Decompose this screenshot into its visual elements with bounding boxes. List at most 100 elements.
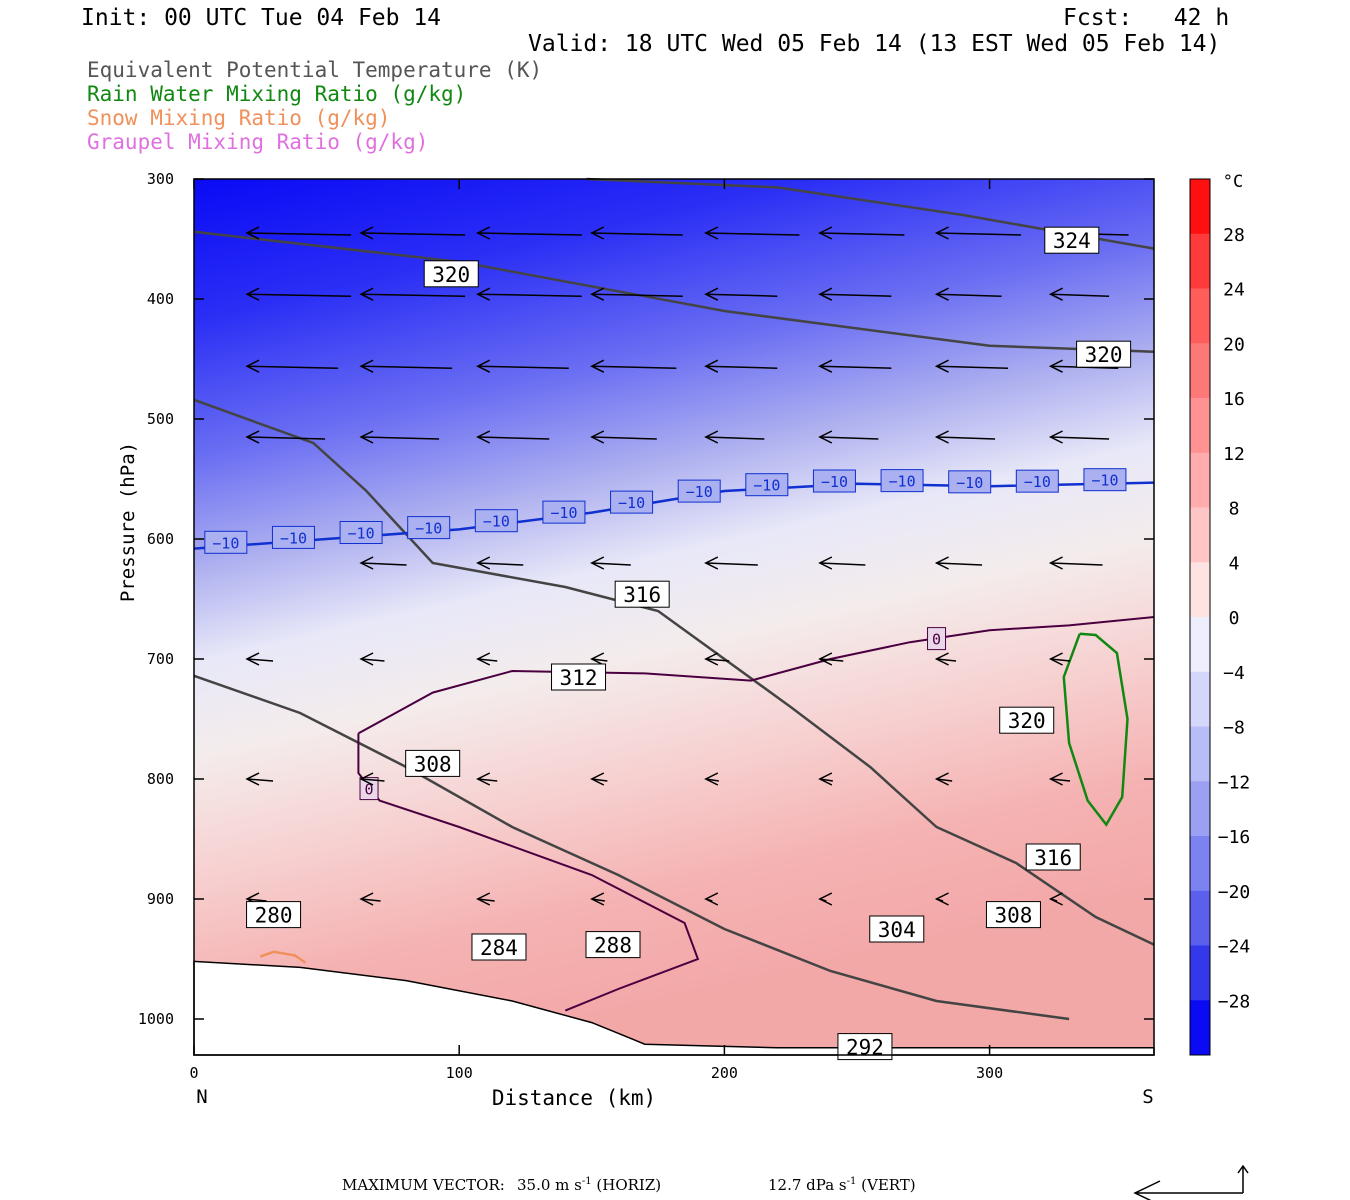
wind-vector-head: [245, 287, 260, 301]
colorbar-swatch: [1190, 288, 1210, 344]
isotherm-label-box: [948, 470, 992, 494]
wind-vector: [591, 232, 683, 236]
wind-vector-head: [590, 772, 605, 786]
colorbar-swatch: [1190, 179, 1210, 235]
max-vector-label: MAXIMUM VECTOR:: [342, 1176, 505, 1194]
valid-time: Valid: 18 UTC Wed 05 Feb 14 (13 EST Wed …: [528, 31, 1221, 57]
zero-label-box: [359, 777, 379, 801]
wind-vector-head: [818, 892, 833, 906]
theta-e-label-box: [869, 915, 925, 943]
colorbar-swatch: [1190, 398, 1210, 454]
init-time: Init: 00 UTC Tue 04 Feb 14: [81, 5, 442, 31]
wind-vector-head: [476, 359, 491, 373]
wind-vector-head: [934, 772, 949, 786]
x-tick-label: 0: [189, 1064, 198, 1082]
wind-vector-head: [590, 556, 605, 570]
colorbar-tick-label: 24: [1223, 280, 1245, 301]
wind-vector-head: [590, 652, 605, 666]
vert-exponent: -1: [846, 1176, 857, 1187]
colorbar-swatch: [1190, 343, 1210, 399]
wind-vector-head: [590, 226, 605, 240]
wind-vector-head: [704, 287, 719, 301]
wind-vector: [361, 293, 466, 297]
isotherm-label: −10: [956, 474, 983, 492]
y-tick-label: 700: [147, 650, 174, 668]
theta-e-label-box: [585, 931, 641, 959]
theta-e-label-box: [614, 580, 670, 608]
zero-label: 0: [932, 631, 941, 649]
colorbar-swatch: [1190, 617, 1210, 673]
wind-vector-head: [359, 652, 374, 666]
wind-vector: [936, 778, 953, 782]
isotherm-label-box: [1083, 468, 1127, 492]
wind-vector-head: [245, 226, 260, 240]
wind-vector: [477, 232, 582, 236]
colorbar-swatch: [1190, 836, 1210, 892]
isotherm-label: −10: [753, 477, 780, 495]
colorbar-tick-label: 4: [1229, 553, 1240, 574]
wind-vector-head: [934, 892, 949, 906]
wind-vector-head: [818, 652, 833, 666]
wind-vector: [361, 232, 466, 236]
wind-vector-head: [934, 287, 949, 301]
colorbar-tick-label: −12: [1218, 772, 1251, 793]
wind-vector-head: [1048, 772, 1063, 786]
legend-theta-e: Equivalent Potential Temperature (K): [87, 58, 543, 82]
wind-vector-head: [704, 652, 719, 666]
zero-label-box: [927, 627, 947, 651]
wind-vector: [936, 365, 1009, 369]
wind-vector: [477, 562, 524, 566]
wind-vector: [705, 293, 778, 297]
wind-vector-head: [1048, 430, 1063, 444]
wind-vector-head: [476, 652, 491, 666]
y-tick-label: 600: [147, 530, 174, 548]
theta-e-label: 308: [414, 752, 452, 776]
isotherm-label: −10: [483, 513, 510, 531]
wind-vector: [936, 562, 983, 566]
theta-e-label: 308: [994, 904, 1032, 928]
theta-e-label-box: [999, 706, 1055, 734]
isotherm-label: −10: [1091, 472, 1118, 490]
rain-water-contour: [1062, 632, 1129, 827]
wind-vector: [361, 436, 440, 440]
theta-e-label: 324: [1053, 229, 1091, 253]
wind-vector-head: [704, 359, 719, 373]
isotherm-zero: [357, 616, 1155, 735]
wind-vector-head: [476, 892, 491, 906]
theta-e-label: 316: [1034, 846, 1072, 870]
theta-e-label: 320: [432, 263, 470, 287]
theta-e-label: 320: [1008, 709, 1046, 733]
x-left-label: N: [196, 1086, 207, 1108]
isotherm-label-box: [880, 469, 924, 493]
colorbar-tick-label: −8: [1223, 718, 1245, 739]
isotherm-label: −10: [415, 520, 442, 538]
x-tick-label: 200: [711, 1064, 738, 1082]
plot-frame: [193, 178, 1155, 1056]
colorbar-unit: °C: [1223, 172, 1243, 192]
isotherm-label-box: [542, 500, 586, 524]
wind-vector-head: [704, 226, 719, 240]
wind-vector: [247, 436, 326, 440]
wind-vector: [705, 658, 730, 662]
wind-vector-head: [245, 772, 260, 786]
theta-e-label-box: [423, 260, 479, 288]
y-tick-label: 1000: [138, 1010, 174, 1028]
wind-vector-head: [245, 652, 260, 666]
wind-vector-head: [934, 226, 949, 240]
wind-vector: [591, 658, 608, 662]
wind-vector: [1050, 658, 1071, 662]
theta-e-label: 280: [255, 904, 293, 928]
wind-vector-head: [476, 556, 491, 570]
theta-e-label-box: [551, 663, 607, 691]
zero-label: 0: [365, 781, 374, 799]
wind-vector: [936, 293, 1002, 297]
wind-vector: [1050, 293, 1110, 297]
reference-vector-arrow: [1133, 1164, 1249, 1200]
wind-vector: [819, 232, 905, 236]
wind-vector: [819, 365, 892, 369]
wind-vector-head: [245, 430, 260, 444]
vert-unit: (VERT): [861, 1176, 916, 1194]
wind-vector-head: [934, 556, 949, 570]
horiz-value: 35.0 m s: [517, 1176, 582, 1194]
wind-vector-head: [359, 226, 374, 240]
